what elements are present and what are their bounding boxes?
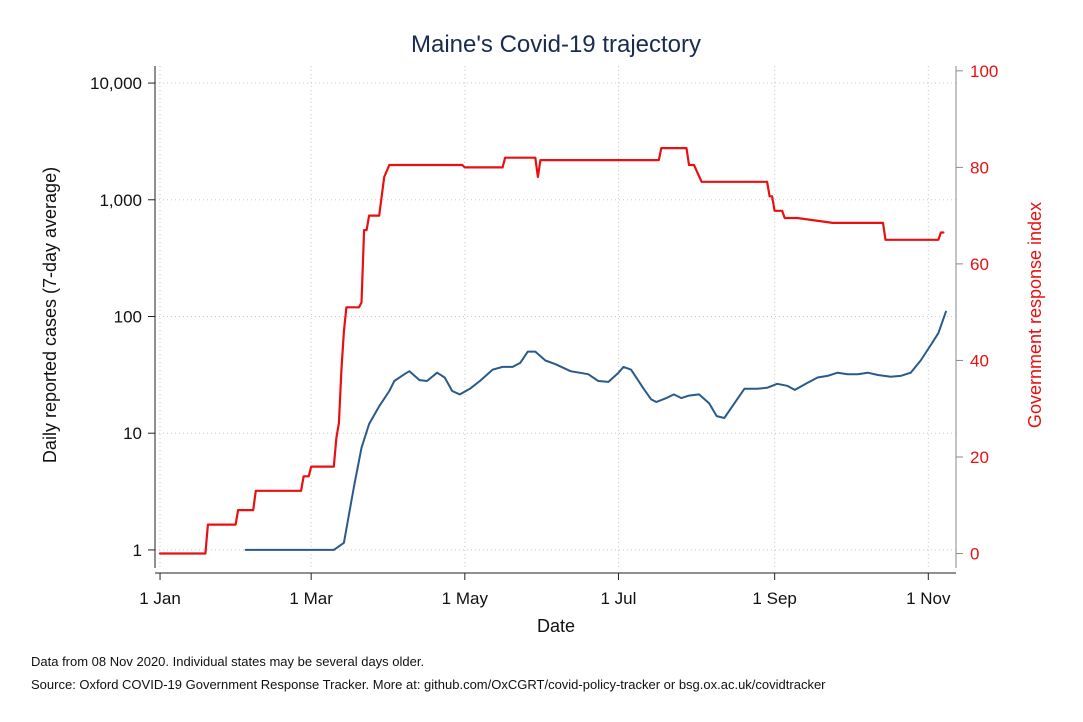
y-tick-label: 10 xyxy=(123,424,142,443)
footnote-data-date: Data from 08 Nov 2020. Individual states… xyxy=(31,654,424,669)
x-tick-label: 1 Nov xyxy=(906,589,951,608)
y-tick-label: 100 xyxy=(114,307,142,326)
y2-tick-label: 80 xyxy=(970,158,989,177)
y2-tick-label: 100 xyxy=(970,62,998,81)
y-axis-title: Daily reported cases (7-day average) xyxy=(40,167,60,463)
x-axis-title: Date xyxy=(537,616,575,636)
x-tick-label: 1 Sep xyxy=(752,589,796,608)
cases-line xyxy=(244,310,947,551)
y-tick-label: 1 xyxy=(133,541,142,560)
x-tick-label: 1 Jul xyxy=(601,589,637,608)
axes-layer: 1 Jan 1 Mar 1 May 1 Jul 1 Sep 1 Nov 1 10 100 1,00… xyxy=(90,62,998,608)
series-layer xyxy=(158,147,947,555)
grid-layer xyxy=(155,66,956,568)
x-tick-label: 1 May xyxy=(442,589,489,608)
y-tick-label: 1,000 xyxy=(99,191,142,210)
chart-title: Maine's Covid-19 trajectory xyxy=(411,31,701,58)
x-tick-label: 1 Jan xyxy=(139,589,181,608)
y2-tick-label: 60 xyxy=(970,255,989,274)
response-index-line xyxy=(158,147,945,555)
y2-tick-label: 0 xyxy=(970,545,979,564)
y2-tick-label: 40 xyxy=(970,351,989,370)
y2-tick-label: 20 xyxy=(970,448,989,467)
footnote-source: Source: Oxford COVID-19 Government Respo… xyxy=(31,677,826,692)
x-tick-label: 1 Mar xyxy=(289,589,333,608)
y-tick-label: 10,000 xyxy=(90,74,142,93)
y2-axis-title: Government response index xyxy=(1025,202,1045,428)
